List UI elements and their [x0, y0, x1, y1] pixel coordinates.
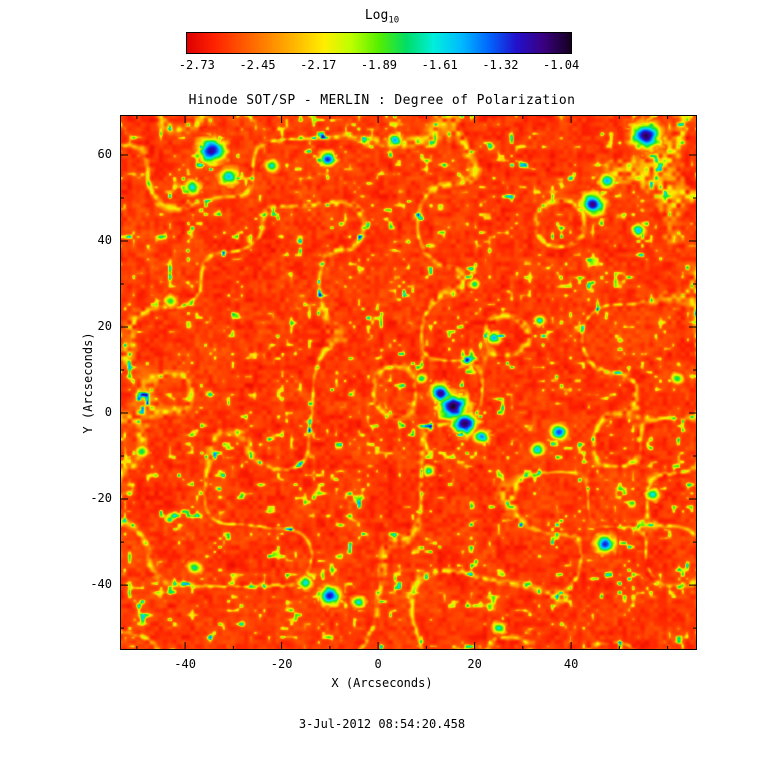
y-axis-label: Y (Arcseconds) [81, 332, 95, 434]
colorbar-tick-label: -1.04 [543, 58, 580, 72]
y-tick-label: -40 [90, 577, 112, 592]
y-tick-label: 0 [104, 405, 112, 420]
plot-title: Hinode SOT/SP - MERLIN : Degree of Polar… [188, 93, 576, 108]
colorbar-title-subscript: 10 [388, 15, 400, 26]
y-tick-label: 40 [97, 233, 112, 247]
y-tick-label: 60 [97, 146, 112, 161]
colorbar-tick-label: -1.32 [482, 58, 519, 72]
x-axis-label: X (Arcseconds) [331, 676, 433, 690]
x-tick-label: -20 [270, 657, 293, 671]
colorbar-tick-label: -2.73 [178, 58, 215, 72]
colorbar-title: Log10 [0, 8, 764, 26]
x-tick-label: -40 [174, 657, 196, 671]
colorbar-tick-label: -1.61 [421, 58, 458, 72]
colorbar-tick-label: -2.45 [239, 58, 276, 72]
x-tick-label: 0 [374, 657, 382, 671]
colorbar-title-main: Log [364, 8, 389, 23]
colorbar-gradient [186, 32, 572, 54]
colorbar-tick-label: -1.89 [360, 58, 398, 72]
x-tick-label: 20 [467, 657, 482, 671]
heatmap-canvas [120, 115, 697, 650]
y-tick-label: -20 [90, 491, 112, 506]
timestamp: 3-Jul-2012 08:54:20.458 [298, 717, 466, 731]
plot-area [120, 115, 697, 650]
x-tick-label: 40 [563, 657, 579, 671]
colorbar-tick-label: -2.17 [300, 58, 337, 72]
colorbar-tick-labels: -2.73 -2.45 -2.17 -1.89 -1.61 -1.32 -1.04 [179, 58, 579, 74]
y-tick-label: 20 [97, 319, 112, 334]
